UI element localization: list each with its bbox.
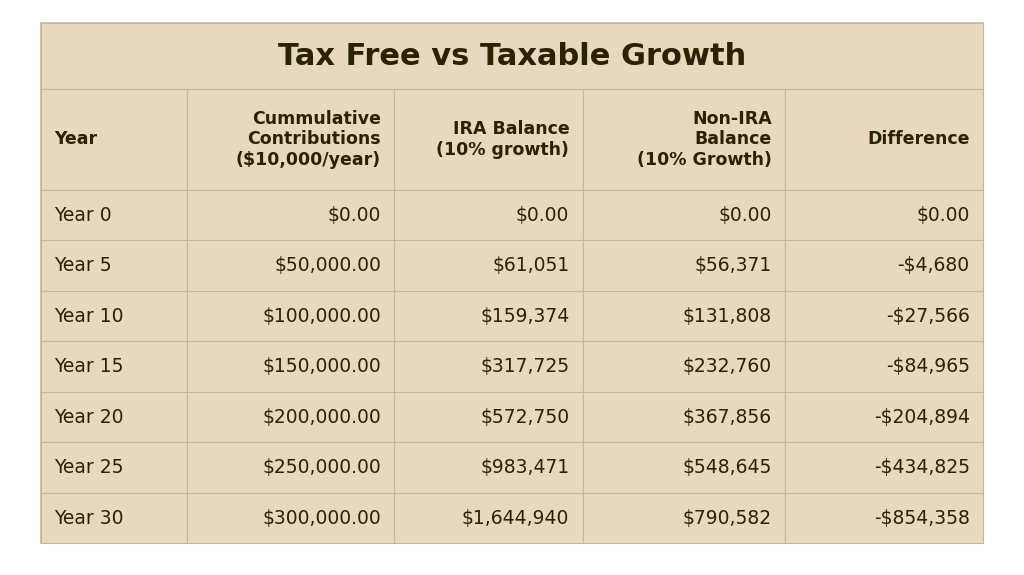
Text: $790,582: $790,582 <box>683 509 772 528</box>
Text: $983,471: $983,471 <box>480 458 569 477</box>
Text: Year 30: Year 30 <box>54 509 124 528</box>
Text: -$27,566: -$27,566 <box>886 306 970 325</box>
Text: $56,371: $56,371 <box>694 256 772 275</box>
Text: $0.00: $0.00 <box>916 205 970 224</box>
Text: Year 5: Year 5 <box>54 256 112 275</box>
Text: $200,000.00: $200,000.00 <box>262 408 381 427</box>
Text: $250,000.00: $250,000.00 <box>262 458 381 477</box>
Text: $100,000.00: $100,000.00 <box>262 306 381 325</box>
Text: $232,760: $232,760 <box>683 357 772 376</box>
Text: -$84,965: -$84,965 <box>886 357 970 376</box>
Text: $0.00: $0.00 <box>328 205 381 224</box>
Text: Year 0: Year 0 <box>54 205 112 224</box>
Text: $150,000.00: $150,000.00 <box>262 357 381 376</box>
Text: Year: Year <box>54 131 97 148</box>
Text: $50,000.00: $50,000.00 <box>274 256 381 275</box>
Text: $0.00: $0.00 <box>719 205 772 224</box>
Text: $61,051: $61,051 <box>493 256 569 275</box>
Text: $317,725: $317,725 <box>480 357 569 376</box>
Text: Year 20: Year 20 <box>54 408 124 427</box>
Text: -$4,680: -$4,680 <box>898 256 970 275</box>
Text: Non-IRA
Balance
(10% Growth): Non-IRA Balance (10% Growth) <box>637 110 772 169</box>
Text: Year 25: Year 25 <box>54 458 124 477</box>
Text: $572,750: $572,750 <box>480 408 569 427</box>
Text: IRA Balance
(10% growth): IRA Balance (10% growth) <box>436 120 569 159</box>
Text: Cummulative
Contributions
($10,000/year): Cummulative Contributions ($10,000/year) <box>236 110 381 169</box>
Text: $131,808: $131,808 <box>683 306 772 325</box>
Text: Difference: Difference <box>867 131 970 148</box>
Text: $159,374: $159,374 <box>480 306 569 325</box>
Text: $0.00: $0.00 <box>516 205 569 224</box>
Text: -$854,358: -$854,358 <box>873 509 970 528</box>
Text: $1,644,940: $1,644,940 <box>462 509 569 528</box>
Text: $367,856: $367,856 <box>683 408 772 427</box>
Text: -$434,825: -$434,825 <box>873 458 970 477</box>
Text: $300,000.00: $300,000.00 <box>262 509 381 528</box>
Text: Year 15: Year 15 <box>54 357 124 376</box>
Text: Year 10: Year 10 <box>54 306 124 325</box>
Text: Tax Free vs Taxable Growth: Tax Free vs Taxable Growth <box>278 41 746 71</box>
Text: $548,645: $548,645 <box>683 458 772 477</box>
Text: -$204,894: -$204,894 <box>873 408 970 427</box>
